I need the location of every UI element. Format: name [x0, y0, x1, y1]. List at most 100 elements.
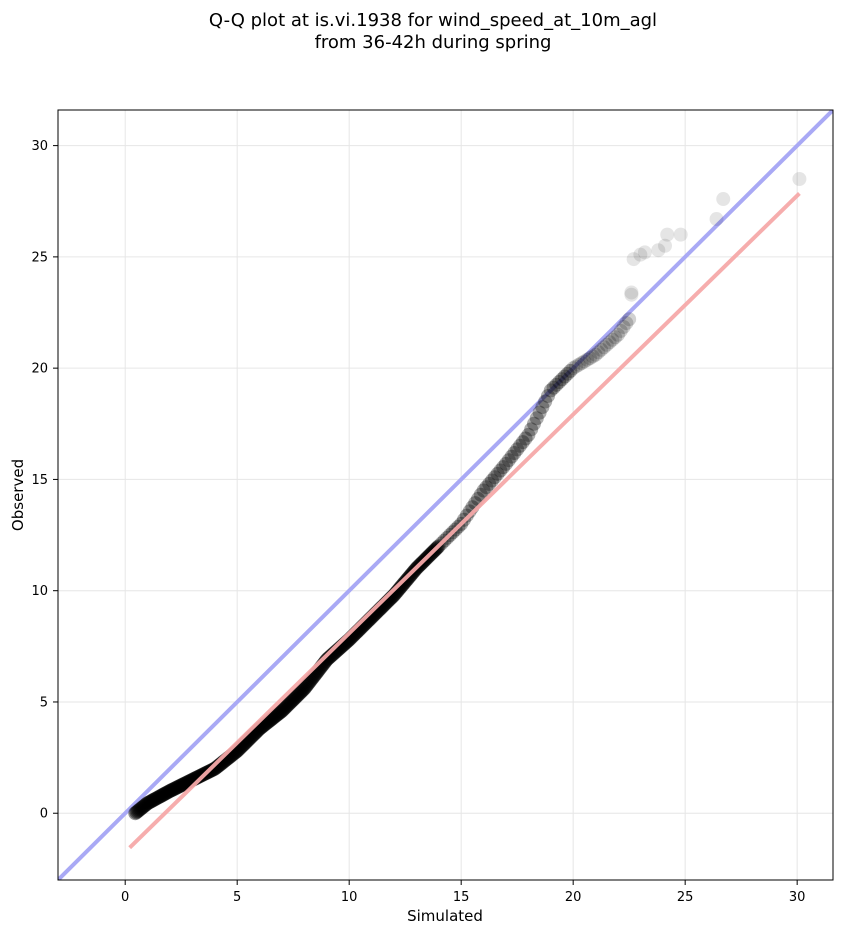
qq-point-21	[151, 790, 166, 805]
qq-point-135	[279, 699, 294, 714]
qq-tail-point-9	[709, 212, 724, 227]
qq-point-8	[137, 798, 152, 813]
qq-point-149	[295, 683, 310, 698]
qq-point-44	[177, 776, 192, 791]
qq-point-152	[298, 680, 313, 695]
x-tick-label-1: 5	[233, 890, 241, 905]
qq-point-290	[484, 473, 499, 488]
y-tick-label-5: 25	[31, 250, 48, 265]
qq-point-121	[263, 712, 278, 727]
qq-point-150	[296, 682, 311, 697]
qq-point-339	[622, 312, 637, 327]
qq-point-334	[608, 330, 623, 345]
qq-point-123	[266, 710, 281, 725]
qq-point-23	[154, 788, 169, 803]
qq-point-24	[155, 788, 170, 803]
y-tick-label-3: 15	[31, 473, 48, 488]
qq-point-128	[271, 706, 286, 721]
qq-point-11	[140, 796, 155, 811]
qq-point-241	[398, 574, 413, 589]
qq-point-156	[302, 674, 317, 689]
qq-point-311	[543, 383, 558, 398]
qq-point-144	[289, 689, 304, 704]
qq-point-336	[613, 323, 628, 338]
qq-point-33	[165, 782, 180, 797]
qq-point-327	[588, 347, 603, 362]
qq-point-313	[549, 377, 564, 392]
x-tick-label-2: 10	[341, 890, 358, 905]
y-axis-label: Observed	[9, 459, 27, 531]
qq-point-139	[283, 694, 298, 709]
qq-tail-point-0	[624, 287, 639, 302]
qq-point-3	[131, 803, 146, 818]
qq-point-288	[479, 480, 494, 495]
qq-tail-point-3	[633, 247, 648, 262]
qq-point-240	[397, 576, 412, 591]
qq-point-298	[507, 445, 522, 460]
qq-point-154	[300, 677, 315, 692]
qq-point-331	[599, 337, 614, 352]
qq-point-125	[268, 709, 283, 724]
qq-point-300	[512, 438, 527, 453]
qq-point-138	[282, 696, 297, 711]
qq-point-333	[605, 332, 620, 347]
y-tick-label-1: 5	[40, 695, 48, 710]
qq-point-0	[128, 806, 143, 821]
identity-line	[58, 110, 833, 880]
qq-point-302	[518, 431, 533, 446]
qq-point-25	[156, 787, 171, 802]
qq-point-1	[129, 805, 144, 820]
qq-point-7	[136, 799, 151, 814]
qq-point-141	[286, 692, 301, 707]
qq-point-39	[171, 779, 186, 794]
qq-tail-point-1	[624, 285, 639, 300]
qq-point-242	[399, 573, 414, 588]
qq-point-140	[285, 693, 300, 708]
qq-tail-point-10	[716, 192, 731, 207]
qq-point-146	[291, 687, 306, 702]
qq-point-132	[276, 702, 291, 717]
chart-title-line-1: Q-Q plot at is.vi.1938 for wind_speed_at…	[209, 10, 657, 31]
qq-point-292	[490, 466, 505, 481]
qq-point-129	[272, 705, 287, 720]
qq-point-323	[577, 354, 592, 369]
qq-point-301	[515, 435, 530, 450]
qq-point-34	[166, 782, 181, 797]
y-tick-label-4: 20	[31, 362, 48, 377]
qq-point-307	[532, 405, 547, 420]
qq-point-332	[602, 335, 617, 350]
qq-point-147	[292, 686, 307, 701]
qq-point-291	[487, 470, 502, 485]
qq-point-308	[535, 400, 550, 415]
qq-point-19	[149, 791, 164, 806]
qq-point-56	[190, 770, 205, 785]
qq-point-296	[501, 453, 516, 468]
qq-point-142	[287, 691, 302, 706]
qq-point-4	[132, 802, 147, 817]
qq-point-310	[540, 388, 555, 403]
qq-point-40	[173, 778, 188, 793]
qq-point-289	[482, 476, 497, 491]
qq-point-329	[594, 342, 609, 357]
x-axis-label: Simulated	[407, 907, 483, 925]
points-layer	[128, 171, 807, 821]
qq-point-133	[277, 701, 292, 716]
qq-point-131	[274, 703, 289, 718]
y-tick-label-0: 0	[40, 807, 48, 822]
x-tick-label-6: 30	[789, 890, 806, 905]
qq-point-312	[546, 380, 561, 395]
qq-point-315	[554, 372, 569, 387]
qq-point-70	[206, 762, 221, 777]
qq-point-16	[146, 793, 161, 808]
qq-point-13	[142, 794, 157, 809]
qq-point-143	[288, 690, 303, 705]
qq-point-5	[133, 801, 148, 816]
qq-point-287	[476, 483, 491, 498]
qq-point-319	[566, 361, 581, 376]
qq-point-38	[170, 780, 185, 795]
qq-point-148	[294, 684, 309, 699]
qq-point-137	[281, 697, 296, 712]
qq-point-330	[596, 340, 611, 355]
